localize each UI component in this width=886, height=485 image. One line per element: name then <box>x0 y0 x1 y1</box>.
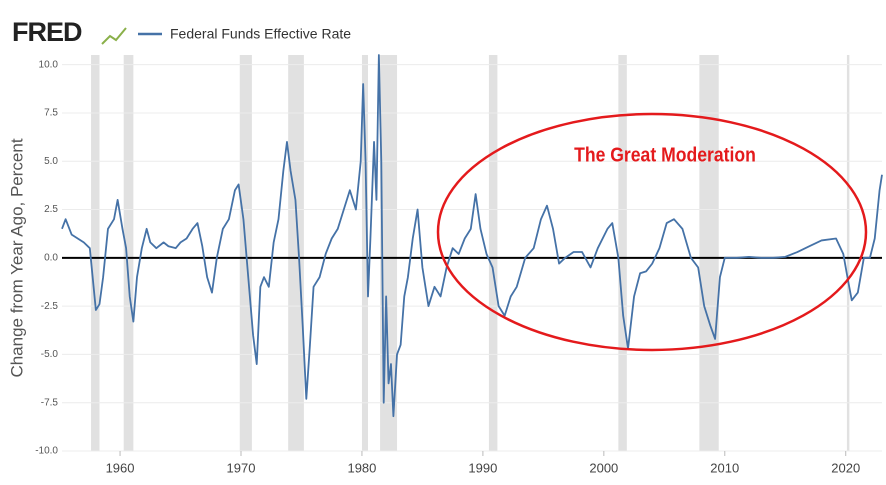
legend-label: Federal Funds Effective Rate <box>170 26 351 42</box>
x-tick-label: 2020 <box>831 460 860 475</box>
recession-band <box>361 55 368 451</box>
recession-band <box>91 55 100 451</box>
x-tick-label: 1960 <box>106 460 135 475</box>
recession-band <box>846 55 850 451</box>
recession-band <box>288 55 304 451</box>
recession-band <box>618 55 627 451</box>
recession-band <box>488 55 498 451</box>
annotation-ellipse <box>436 112 868 352</box>
x-tick-label: 1980 <box>347 460 376 475</box>
y-tick-label: 7.5 <box>44 108 58 119</box>
recession-band <box>699 55 719 451</box>
y-tick-label: 2.5 <box>44 204 58 215</box>
y-tick-label: 0.0 <box>44 252 58 263</box>
lines <box>61 54 883 418</box>
y-tick-label: -10.0 <box>35 446 58 457</box>
annotation: The Great Moderation <box>574 143 756 165</box>
recession-band <box>123 55 134 451</box>
x-tick-label: 1970 <box>227 460 256 475</box>
logo: FRED <box>12 17 82 47</box>
x-tick-label: 2010 <box>710 460 739 475</box>
y-tick-label: -7.5 <box>41 397 59 408</box>
x-tick-label: 2000 <box>589 460 618 475</box>
y-tick-label: -2.5 <box>41 301 59 312</box>
y-tick-label: 10.0 <box>39 59 59 70</box>
y-tick-label: -5.0 <box>41 349 59 360</box>
x-tick-label: 1990 <box>468 460 497 475</box>
y-axis-label: Change from Year Ago, Percent <box>7 138 26 377</box>
logo-icon <box>101 27 127 45</box>
series-line <box>61 54 883 418</box>
y-tick-label: 5.0 <box>44 156 58 167</box>
